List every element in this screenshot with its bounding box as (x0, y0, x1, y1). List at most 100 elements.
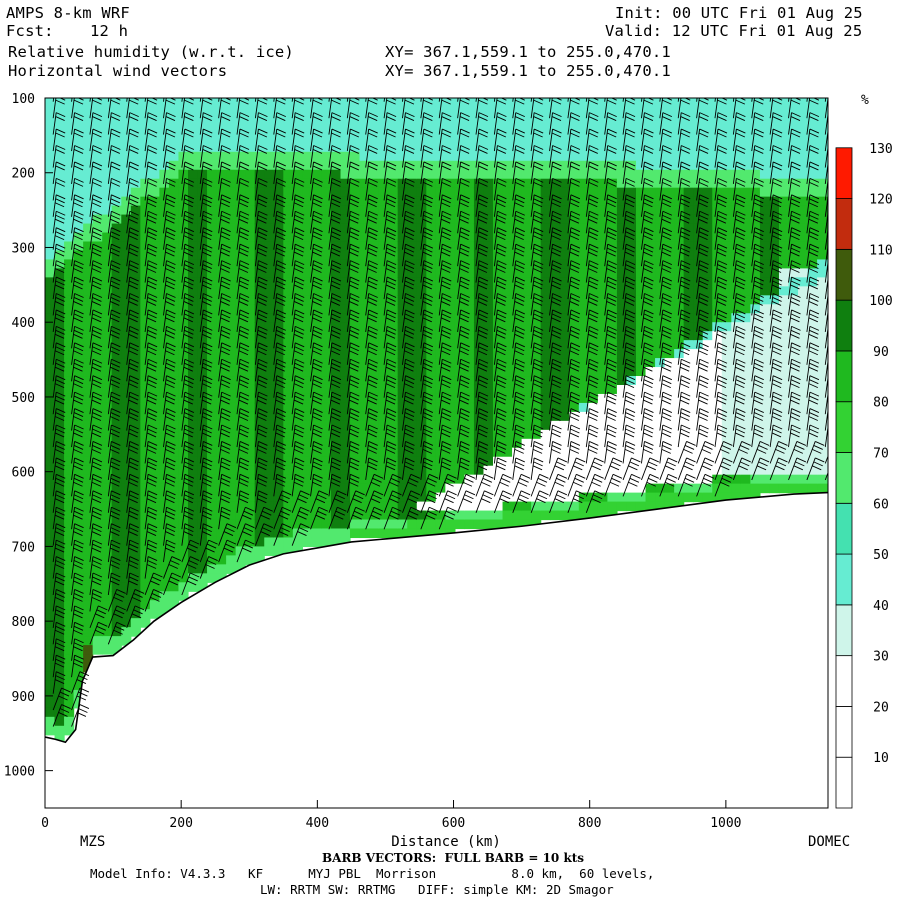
rh-cell (597, 331, 608, 341)
rh-cell (550, 447, 561, 458)
rh-cell (473, 169, 485, 180)
rh-cell (45, 591, 56, 601)
rh-cell (235, 331, 246, 341)
rh-cell (397, 528, 408, 539)
wind-barb (273, 194, 286, 217)
rh-cell (102, 349, 113, 359)
rh-cell (559, 349, 570, 359)
rh-cell (693, 142, 704, 153)
wind-barb (181, 145, 195, 168)
rh-cell (483, 160, 494, 171)
rh-cell (197, 537, 208, 548)
wind-barb (163, 325, 176, 349)
rh-cell (407, 277, 418, 287)
rh-cell (426, 286, 437, 296)
rh-cell (140, 133, 151, 144)
rh-cell (216, 376, 227, 386)
rh-cell (235, 277, 246, 287)
rh-cell (817, 151, 828, 162)
rh-cell (550, 474, 561, 485)
rh-cell (311, 151, 323, 162)
rh-cell (817, 402, 828, 413)
rh-cell (168, 591, 180, 601)
wind-barb (310, 358, 323, 382)
rh-cell (807, 106, 818, 117)
rh-cell (140, 609, 151, 619)
wind-barb (89, 210, 103, 234)
rh-cell (292, 537, 303, 548)
rh-cell (121, 456, 132, 467)
rh-cell (245, 429, 256, 440)
rh-cell (321, 187, 332, 198)
rh-cell (388, 492, 399, 503)
rh-cell (264, 133, 275, 144)
rh-cell (330, 376, 342, 386)
rh-cell (73, 689, 84, 700)
rh-cell (559, 259, 570, 269)
rh-cell (264, 259, 275, 269)
wind-barb (310, 177, 323, 201)
rh-cell (493, 376, 504, 386)
rh-cell (521, 304, 532, 314)
rh-cell (273, 169, 284, 180)
wind-barb (420, 441, 434, 464)
rh-cell (350, 178, 361, 189)
rh-cell (130, 376, 141, 386)
rh-cell (531, 402, 542, 413)
cross-section-endpoints-2: XY= 367.1,559.1 to 255.0,470.1 (385, 62, 671, 80)
wind-barb (475, 309, 489, 332)
rh-cell (226, 420, 237, 431)
rh-cell (597, 313, 608, 323)
rh-cell (140, 582, 151, 592)
rh-cell (111, 187, 122, 198)
rh-cell (616, 483, 628, 494)
wind-barb (291, 243, 305, 267)
rh-cell (102, 196, 113, 207)
rh-cell (207, 384, 218, 395)
rh-cell (330, 232, 342, 243)
rh-cell (388, 358, 399, 368)
rh-cell (187, 367, 199, 377)
rh-cell (607, 447, 618, 458)
rh-cell (292, 384, 303, 395)
rh-cell (407, 402, 418, 413)
wind-barb (71, 161, 84, 185)
rh-cell (407, 528, 418, 539)
rh-cell (302, 277, 313, 287)
rh-cell (140, 600, 151, 610)
rh-cell (102, 322, 113, 332)
rh-cell (159, 133, 170, 144)
rh-cell (149, 241, 160, 252)
rh-cell (435, 124, 446, 135)
rh-cell (378, 286, 389, 296)
rh-cell (102, 286, 113, 296)
wind-barb (71, 177, 84, 201)
rh-cell (502, 331, 513, 341)
rh-cell (597, 286, 608, 296)
rh-cell (616, 98, 628, 108)
rh-cell (45, 528, 56, 539)
wind-barb (512, 177, 525, 201)
rh-cell (45, 627, 56, 637)
rh-cell (92, 313, 103, 323)
wind-barb (346, 194, 360, 217)
rh-cell (712, 106, 723, 117)
rh-cell (92, 250, 103, 261)
rh-cell (102, 331, 113, 341)
rh-cell (588, 250, 599, 261)
rh-cell (102, 501, 113, 512)
rh-cell (626, 501, 637, 512)
rh-cell (597, 223, 608, 234)
rh-cell (292, 196, 303, 207)
rh-cell (712, 322, 723, 332)
rh-cell (73, 510, 84, 521)
rh-cell (111, 223, 122, 234)
rh-cell (569, 402, 580, 413)
rh-cell (464, 196, 475, 207)
rh-cell (359, 277, 370, 287)
rh-cell (731, 205, 742, 216)
rh-cell (140, 250, 151, 261)
rh-cell (521, 411, 532, 422)
rh-cell (454, 268, 466, 278)
rh-cell (378, 331, 389, 341)
